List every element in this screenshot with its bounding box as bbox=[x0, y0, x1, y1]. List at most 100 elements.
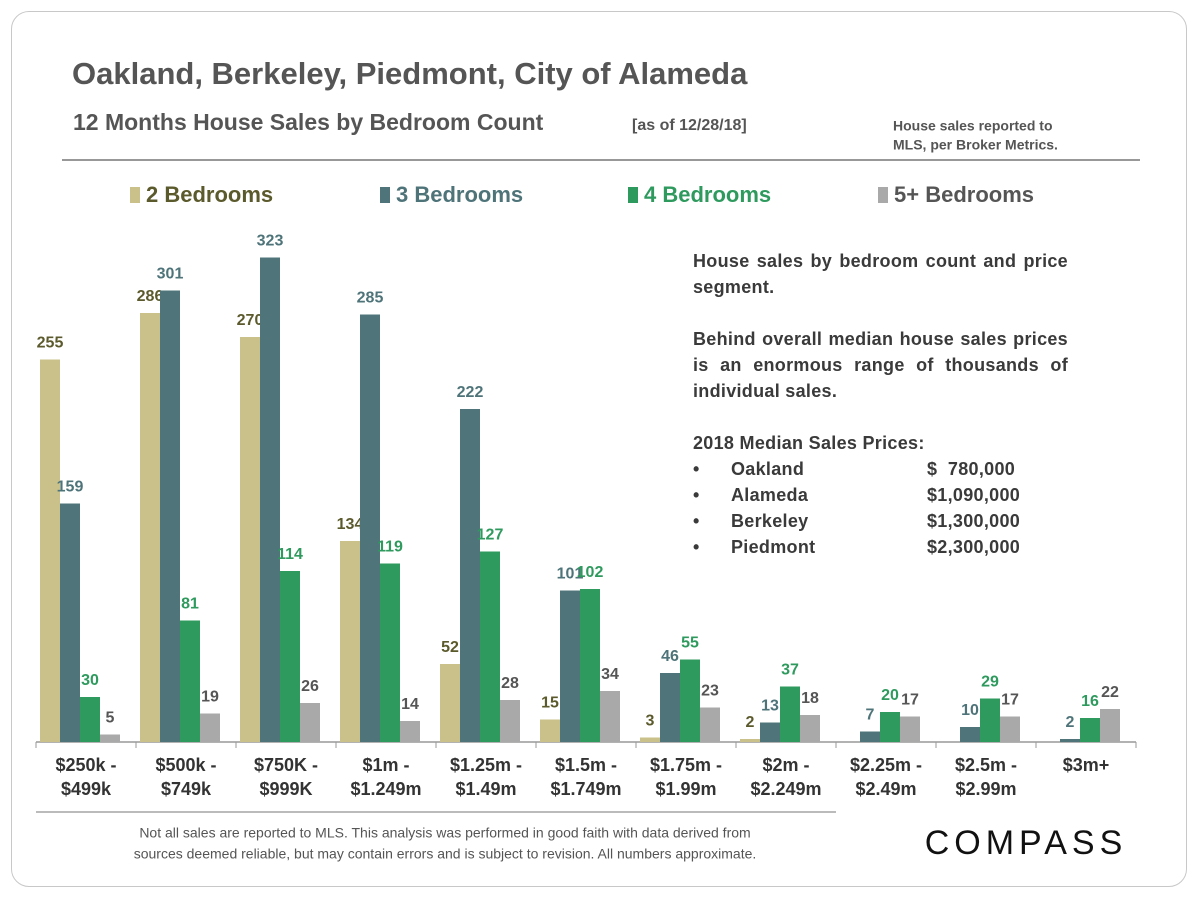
value-label: 114 bbox=[277, 546, 303, 563]
chart-title: Oakland, Berkeley, Piedmont, City of Ala… bbox=[72, 56, 748, 91]
annotation: House sales by bedroom count and price s… bbox=[693, 248, 1068, 560]
value-label: 159 bbox=[57, 479, 84, 496]
x-tick-label: $499k bbox=[61, 779, 112, 799]
bar bbox=[40, 359, 60, 742]
x-tick-label: $999K bbox=[259, 779, 312, 799]
bar bbox=[780, 686, 800, 742]
bar bbox=[360, 314, 380, 742]
legend-label: 4 Bedrooms bbox=[644, 182, 771, 207]
city: Piedmont bbox=[731, 537, 816, 557]
bar bbox=[540, 719, 560, 742]
subtitle-note: [as of 12/28/18] bbox=[632, 117, 747, 134]
list-item: • Oakland $ 780,000 bbox=[693, 456, 1068, 482]
value-label: 20 bbox=[881, 687, 899, 704]
bullet: • bbox=[693, 485, 700, 505]
x-tick-label: $1.749m bbox=[550, 779, 621, 799]
value-label: 255 bbox=[37, 335, 64, 352]
legend-swatch bbox=[878, 187, 888, 203]
city: Alameda bbox=[731, 485, 809, 505]
list-item: • Piedmont $2,300,000 bbox=[693, 534, 1068, 560]
value-label: 7 bbox=[866, 707, 875, 724]
value-label: 301 bbox=[157, 266, 184, 283]
x-tick-label: $1.99m bbox=[655, 779, 716, 799]
bar bbox=[600, 691, 620, 742]
annotation-paragraph: Behind overall median house sales prices… bbox=[693, 329, 1068, 401]
list-title: 2018 Median Sales Prices: bbox=[693, 433, 925, 453]
bar bbox=[80, 697, 100, 742]
value-label: 34 bbox=[601, 666, 619, 683]
list-item: • Alameda $1,090,000 bbox=[693, 482, 1068, 508]
bullet: • bbox=[693, 537, 700, 557]
x-tick-label: $3m+ bbox=[1063, 755, 1110, 775]
bar bbox=[100, 734, 120, 742]
value-label: 127 bbox=[477, 527, 504, 544]
card bbox=[11, 11, 1187, 887]
bar bbox=[560, 590, 580, 742]
city: Berkeley bbox=[731, 511, 809, 531]
value-label: 14 bbox=[401, 696, 419, 713]
value-label: 222 bbox=[457, 384, 484, 401]
value-label: 134 bbox=[337, 516, 364, 533]
value-label: 17 bbox=[1001, 692, 1019, 709]
x-tick-label: $1.249m bbox=[350, 779, 421, 799]
value-label: 81 bbox=[181, 596, 199, 613]
bar bbox=[340, 541, 360, 742]
value-label: 23 bbox=[701, 683, 719, 700]
bar bbox=[880, 712, 900, 742]
bar bbox=[280, 571, 300, 742]
chart-subtitle: 12 Months House Sales by Bedroom Count bbox=[73, 109, 544, 135]
x-tick-label: $1.49m bbox=[455, 779, 516, 799]
x-tick-label: $1.5m - bbox=[555, 755, 617, 775]
bar bbox=[1080, 718, 1100, 742]
x-tick-label: $500k - bbox=[155, 755, 216, 775]
bar bbox=[900, 716, 920, 742]
bar bbox=[740, 739, 760, 742]
value-label: 22 bbox=[1101, 684, 1119, 701]
bar bbox=[500, 700, 520, 742]
price: $2,300,000 bbox=[927, 537, 1021, 557]
bar bbox=[200, 713, 220, 742]
value-label: 17 bbox=[901, 692, 919, 709]
x-tick-label: $1m - bbox=[362, 755, 409, 775]
bar bbox=[1060, 739, 1080, 742]
price: $ 780,000 bbox=[927, 459, 1016, 479]
bar bbox=[400, 721, 420, 742]
value-label: 2 bbox=[746, 714, 755, 731]
bar bbox=[180, 620, 200, 742]
bullet: • bbox=[693, 459, 700, 479]
x-tick-label: $749k bbox=[161, 779, 212, 799]
value-label: 270 bbox=[237, 312, 264, 329]
price: $1,090,000 bbox=[927, 485, 1021, 505]
value-label: 29 bbox=[981, 674, 999, 691]
annotation-paragraph: House sales by bedroom count and price s… bbox=[693, 251, 1068, 297]
value-label: 102 bbox=[577, 564, 604, 581]
bar bbox=[760, 722, 780, 742]
logo: COMPASS bbox=[925, 824, 1128, 862]
value-label: 28 bbox=[501, 675, 519, 692]
value-label: 52 bbox=[441, 639, 459, 656]
bar bbox=[700, 707, 720, 742]
bar bbox=[660, 673, 680, 742]
x-tick-label: $250k - bbox=[55, 755, 116, 775]
x-tick-label: $750K - bbox=[254, 755, 318, 775]
bar bbox=[240, 337, 260, 742]
city: Oakland bbox=[731, 459, 805, 479]
x-tick-label: $1.75m - bbox=[650, 755, 722, 775]
price: $1,300,000 bbox=[927, 511, 1021, 531]
bar bbox=[580, 589, 600, 742]
value-label: 2 bbox=[1066, 714, 1075, 731]
x-tick-label: $2.249m bbox=[750, 779, 821, 799]
bar bbox=[380, 563, 400, 742]
bar bbox=[300, 703, 320, 742]
value-label: 10 bbox=[961, 702, 979, 719]
value-label: 30 bbox=[81, 672, 99, 689]
x-tick-label: $2.49m bbox=[855, 779, 916, 799]
bar bbox=[260, 257, 280, 742]
bar bbox=[980, 698, 1000, 742]
value-label: 19 bbox=[201, 689, 219, 706]
value-label: 26 bbox=[301, 678, 319, 695]
bar bbox=[460, 409, 480, 742]
bar bbox=[480, 551, 500, 742]
bar bbox=[60, 503, 80, 742]
